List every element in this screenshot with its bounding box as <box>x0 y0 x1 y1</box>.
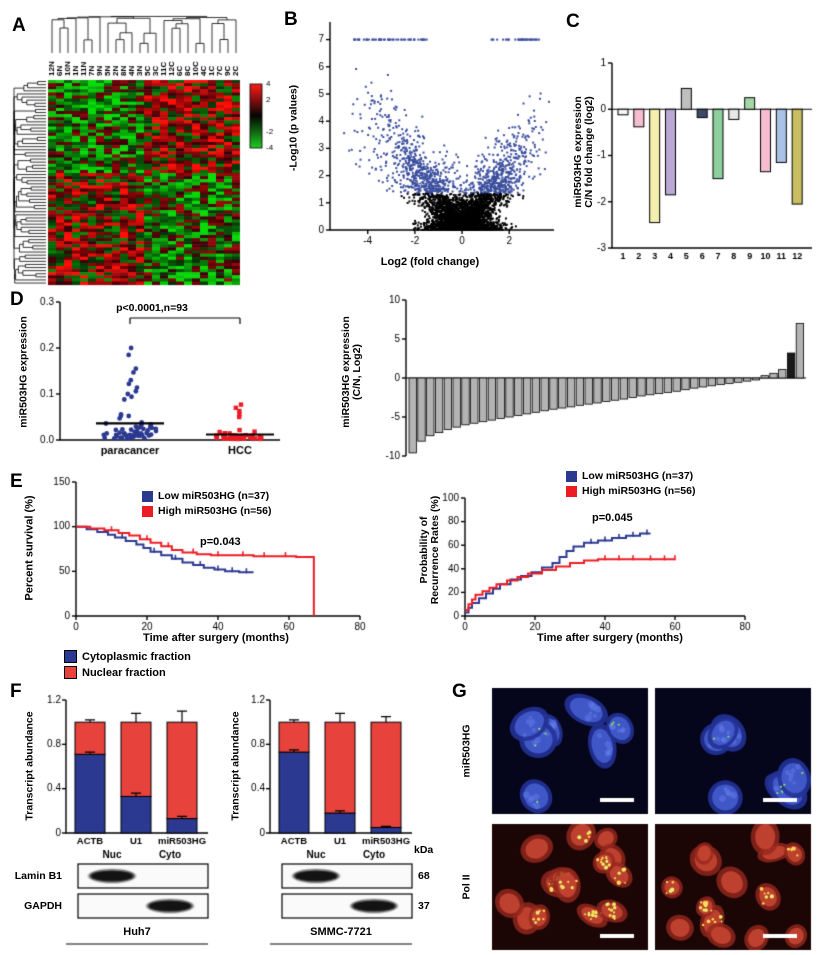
panel-label-e: E <box>10 471 23 492</box>
panel-a-heatmap <box>8 8 282 290</box>
legend-label-high-mir503hg: High miR503HG (n=56) <box>582 485 696 497</box>
survival-legend: Low miR503HG (n=37) High miR503HG (n=56) <box>142 490 272 517</box>
legend-label-nuclear: Nuclear fraction <box>82 666 166 679</box>
panel-b-volcano-plot <box>282 8 562 290</box>
dot-plot-y-axis-label: miR503HG expression <box>17 316 30 428</box>
legend-label-low-mir503hg: Low miR503HG (n=37) <box>158 490 270 502</box>
microscopy-row-label-polii: Pol II <box>460 874 473 900</box>
fraction-legend: Cytoplasmic fraction Nuclear fraction <box>64 650 191 679</box>
recurrence-x-axis-label: Time after surgery (months) <box>537 632 683 644</box>
legend-label-high-mir503hg: High miR503HG (n=56) <box>158 505 272 517</box>
kda-header: kDa <box>414 844 434 856</box>
legend-swatch-high-mir503hg <box>566 485 577 497</box>
legend-row-high: High miR503HG (n=56) <box>566 485 696 497</box>
legend-swatch-low-mir503hg <box>566 470 577 482</box>
legend-row-low: Low miR503HG (n=37) <box>142 490 272 502</box>
axis-label-line-2: (C/N, Log2) <box>351 344 363 400</box>
legend-row-high: High miR503HG (n=56) <box>142 505 272 517</box>
dot-plot-p-value-annotation: p<0.0001,n=93 <box>116 302 188 314</box>
legend-row-cytoplasmic: Cytoplasmic fraction <box>64 650 191 663</box>
legend-swatch-high-mir503hg <box>142 505 153 517</box>
panel-label-f: F <box>10 681 22 702</box>
waterfall-y-axis-label: miR503HG expression (C/N, Log2) <box>340 316 363 427</box>
panel-label-g: G <box>452 681 467 702</box>
blot-row-label-laminb1: Lamin B1 <box>14 870 62 882</box>
panel-g-microscopy-images <box>450 640 818 955</box>
axis-label-line-2: C/N fold change (log2) <box>583 96 595 208</box>
panel-c-y-axis-label: miR503HG expression C/N fold change (log… <box>572 96 595 208</box>
legend-row-low: Low miR503HG (n=37) <box>566 470 696 482</box>
axis-label-line-2: Recurrence Rates (%) <box>429 495 441 605</box>
panel-f-fractionation-charts <box>8 648 448 948</box>
panel-label-d: D <box>10 289 24 310</box>
volcano-x-axis-label: Log2 (fold change) <box>380 256 480 268</box>
survival-x-axis-label: Time after surgery (months) <box>143 632 289 644</box>
recurrence-y-axis-label: Probability of Recurrence Rates (%) <box>418 495 441 605</box>
volcano-y-axis-label: -Log10 (p values) <box>287 84 300 172</box>
recurrence-legend: Low miR503HG (n=37) High miR503HG (n=56) <box>566 470 696 497</box>
cell-line-label-huh7: Huh7 <box>123 926 151 938</box>
legend-label-low-mir503hg: Low miR503HG (n=37) <box>582 470 694 482</box>
panel-label-b: B <box>284 9 298 30</box>
legend-swatch-nuclear <box>64 666 77 679</box>
smmc-y-axis-label: Transcript abundance <box>229 711 242 821</box>
legend-swatch-low-mir503hg <box>142 490 153 502</box>
survival-p-value: p=0.043 <box>200 536 241 548</box>
cell-line-label-smmc7721: SMMC-7721 <box>310 926 372 938</box>
legend-label-cytoplasmic: Cytoplasmic fraction <box>82 650 191 663</box>
survival-y-axis-label: Percent survival (%) <box>23 495 36 601</box>
recurrence-p-value: p=0.045 <box>592 512 633 524</box>
panel-c-bar-chart <box>560 8 818 290</box>
panel-e-recurrence-curve <box>405 468 805 658</box>
legend-swatch-cytoplasmic <box>64 650 77 663</box>
microscopy-row-label-mir503hg: miR503HG <box>460 724 473 778</box>
blot-row-label-gapdh: GAPDH <box>24 900 62 912</box>
panel-e-survival-curve <box>8 468 406 658</box>
panel-label-a: A <box>12 15 26 36</box>
kda-value-37: 37 <box>418 900 430 912</box>
huh7-y-axis-label: Transcript abundance <box>23 711 36 821</box>
panel-d-dot-plot <box>8 290 290 472</box>
kda-value-68: 68 <box>418 870 430 882</box>
panel-d-waterfall-chart <box>320 288 818 475</box>
panel-label-c: C <box>566 11 580 32</box>
legend-row-nuclear: Nuclear fraction <box>64 666 191 679</box>
